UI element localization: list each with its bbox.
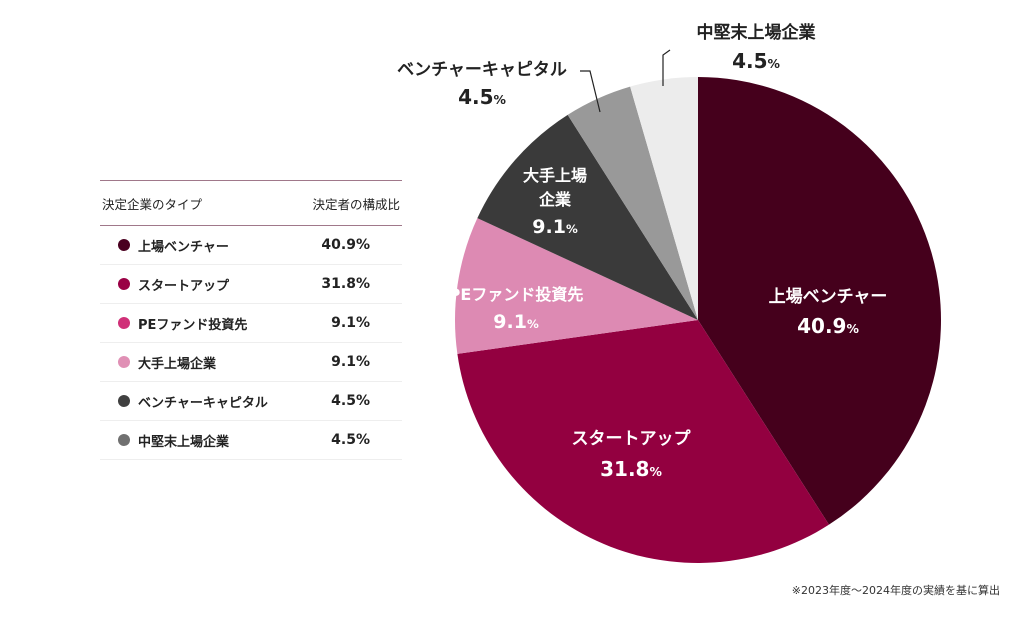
slice-value: 9.1%: [493, 311, 539, 333]
slice-value: 9.1%: [532, 216, 578, 238]
legend-value: 9.1%: [331, 315, 370, 331]
legend-row: スタートアップ 31.8%: [100, 265, 402, 304]
legend-row: 中堅末上場企業 4.5%: [100, 421, 402, 460]
legend-table: 決定企業のタイプ 決定者の構成比 上場ベンチャー 40.9% スタートアップ 31.8…: [100, 180, 402, 460]
slice-label: ベンチャーキャピタル: [397, 60, 567, 80]
leader-line: [662, 49, 671, 86]
legend-row: 大手上場企業 9.1%: [100, 343, 402, 382]
legend-value: 4.5%: [331, 393, 370, 409]
slice-label: 大手上場: [523, 166, 587, 185]
pie-slice: [567, 86, 698, 320]
legend-bullet: [118, 434, 130, 446]
legend-label: ベンチャーキャピタル: [138, 395, 268, 411]
slice-label: スタートアップ: [572, 428, 692, 449]
legend-header: 決定企業のタイプ 決定者の構成比: [100, 181, 402, 226]
pie-slice: [698, 77, 941, 525]
legend-value: 31.8%: [321, 276, 370, 292]
legend-row: ベンチャーキャピタル 4.5%: [100, 382, 402, 421]
legend-value: 40.9%: [321, 237, 370, 253]
legend-bullet: [118, 317, 130, 329]
slice-label: 上場ベンチャー: [769, 287, 888, 307]
pie-slice: [455, 218, 698, 354]
slice-value: 4.5%: [458, 85, 506, 109]
legend-row: 上場ベンチャー 40.9%: [100, 226, 402, 265]
header-type: 決定企業のタイプ: [102, 196, 203, 212]
legend-row: PEファンド投資先 9.1%: [100, 304, 402, 343]
slice-label: 企業: [538, 190, 572, 209]
slice-value: 4.5%: [732, 49, 780, 73]
footnote: ※2023年度〜2024年度の実績を基に算出: [791, 584, 1000, 597]
legend-value: 9.1%: [331, 354, 370, 370]
legend-bullet: [118, 356, 130, 368]
pie-slice: [477, 114, 698, 320]
header-ratio: 決定者の構成比: [312, 196, 400, 212]
slice-label: 中堅末上場企業: [697, 22, 816, 43]
legend-value: 4.5%: [331, 432, 370, 448]
slice-label: PEファンド投資先: [449, 285, 584, 304]
legend-label: スタートアップ: [138, 278, 230, 294]
pie-slice: [630, 77, 698, 320]
legend-bullet: [118, 278, 130, 290]
legend-bullet: [118, 395, 130, 407]
legend-bullet: [118, 239, 130, 251]
legend-label: PEファンド投資先: [138, 317, 248, 333]
pie-slice: [457, 320, 829, 563]
legend-label: 中堅末上場企業: [138, 434, 230, 450]
legend-label: 上場ベンチャー: [138, 239, 229, 255]
legend-label: 大手上場企業: [138, 356, 217, 372]
leader-line: [580, 70, 601, 113]
